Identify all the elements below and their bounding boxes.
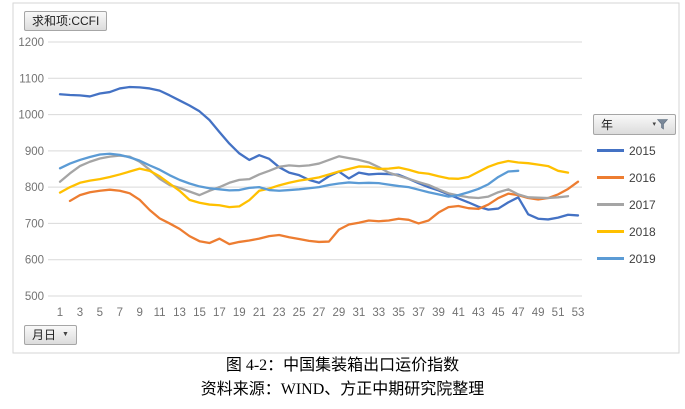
legend-field-button[interactable]: 年 ▾: [593, 114, 676, 135]
x-tick-label: 51: [552, 307, 565, 319]
x-tick-label: 41: [452, 307, 465, 319]
legend-item: 2015: [597, 137, 677, 164]
y-tick-label: 1200: [18, 37, 44, 49]
axis-field-label: 月日: [32, 328, 57, 342]
x-tick-label: 27: [313, 307, 326, 319]
x-tick-label: 43: [472, 307, 485, 319]
series-line-2016: [68, 180, 580, 246]
y-tick-label: 900: [25, 146, 44, 158]
x-tick-label: 15: [193, 307, 206, 319]
series-line-2019: [58, 152, 520, 198]
x-tick-label: 21: [253, 307, 266, 319]
series-line-2017: [58, 154, 570, 200]
series-line-2015: [58, 85, 580, 221]
caption-source: 资料来源：WIND、方正中期研究院整理: [200, 381, 485, 398]
x-tick-label: 29: [333, 307, 346, 319]
x-tick-label: 5: [97, 307, 103, 319]
x-tick-label: 7: [117, 307, 123, 319]
caption-title: 图 4-2：中国集装箱出口运价指数: [225, 357, 460, 374]
legend-label: 2019: [629, 251, 656, 266]
legend-label: 2016: [629, 170, 656, 185]
y-tick-label: 500: [25, 291, 44, 303]
legend-swatch: [597, 176, 624, 179]
legend-field-label: 年: [601, 117, 614, 132]
legend-swatch: [597, 230, 624, 233]
legend-item: 2019: [597, 245, 677, 272]
x-tick-label: 45: [492, 307, 505, 319]
x-tick-label: 47: [512, 307, 525, 319]
chevron-down-icon: ▾: [652, 120, 656, 128]
chevron-down-icon: ▼: [62, 331, 69, 338]
value-field-button[interactable]: 求和项:CCFI: [24, 11, 108, 31]
y-tick-label: 1100: [19, 73, 44, 85]
x-tick-label: 23: [273, 307, 286, 319]
x-tick-label: 25: [293, 307, 306, 319]
legend-swatch: [597, 149, 624, 152]
x-tick-label: 37: [412, 307, 425, 319]
x-tick-label: 1: [57, 307, 63, 319]
chart-frame: [12, 2, 680, 354]
series-line-2018: [58, 159, 570, 209]
chart-caption: 图 4-2：中国集装箱出口运价指数 资料来源：WIND、方正中期研究院整理: [0, 354, 685, 402]
filter-funnel-icon: [657, 119, 668, 130]
x-tick-label: 19: [233, 307, 246, 319]
x-tick-label: 17: [213, 307, 226, 319]
value-field-label: 求和项:CCFI: [32, 14, 100, 28]
x-tick-label: 3: [77, 307, 83, 319]
x-tick-label: 9: [136, 307, 142, 319]
legend-label: 2015: [629, 143, 656, 158]
chart-legend: 2015 2016 2017 2018 2019: [597, 137, 677, 272]
legend-item: 2018: [597, 218, 677, 245]
legend-label: 2017: [629, 197, 656, 212]
axis-field-button[interactable]: 月日 ▼: [24, 325, 77, 345]
y-tick-label: 700: [25, 218, 44, 230]
x-tick-label: 11: [154, 307, 166, 319]
x-tick-label: 31: [352, 307, 365, 319]
legend-swatch: [597, 203, 624, 206]
x-tick-label: 49: [532, 307, 545, 319]
legend-swatch: [597, 257, 624, 260]
x-tick-label: 33: [372, 307, 385, 319]
y-tick-label: 800: [25, 182, 44, 194]
legend-item: 2017: [597, 191, 677, 218]
x-tick-label: 13: [173, 307, 186, 319]
x-tick-label: 53: [572, 307, 585, 319]
legend-item: 2016: [597, 164, 677, 191]
legend-label: 2018: [629, 224, 656, 239]
x-tick-label: 35: [392, 307, 405, 319]
y-tick-label: 600: [25, 255, 44, 267]
x-tick-label: 39: [432, 307, 445, 319]
y-tick-label: 1000: [18, 110, 44, 122]
